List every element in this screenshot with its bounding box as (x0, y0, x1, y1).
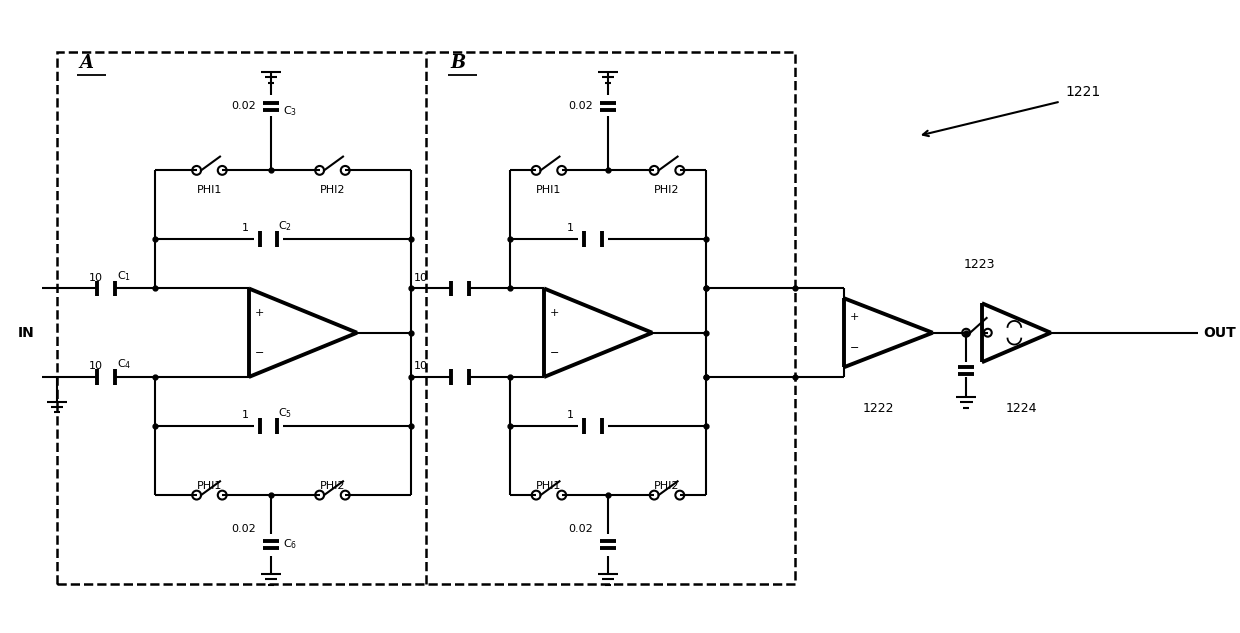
Text: 10: 10 (414, 273, 428, 282)
Text: 0.02: 0.02 (568, 101, 593, 111)
Text: IN: IN (17, 326, 35, 340)
Text: B: B (450, 54, 466, 72)
Text: C$_4$: C$_4$ (117, 357, 131, 371)
Text: 0.02: 0.02 (232, 101, 257, 111)
Text: PHI1: PHI1 (197, 185, 222, 195)
Text: PHI2: PHI2 (320, 185, 345, 195)
Text: +: + (255, 308, 264, 318)
Text: 10: 10 (414, 361, 428, 371)
Text: 10: 10 (89, 273, 103, 282)
Text: −: − (851, 343, 859, 353)
Text: 1221: 1221 (1065, 85, 1101, 99)
Text: C$_3$: C$_3$ (283, 104, 296, 118)
Text: 1: 1 (567, 410, 574, 420)
Text: 1: 1 (242, 410, 249, 420)
Text: C$_1$: C$_1$ (117, 269, 131, 282)
Text: PHI2: PHI2 (320, 481, 345, 491)
Text: C$_6$: C$_6$ (283, 537, 298, 551)
Text: C$_2$: C$_2$ (278, 220, 293, 234)
Text: PHI2: PHI2 (655, 185, 680, 195)
Text: OUT: OUT (1203, 326, 1236, 340)
Text: 1223: 1223 (965, 258, 996, 271)
Text: A: A (79, 54, 93, 72)
Text: −: − (255, 348, 264, 358)
Text: 1224: 1224 (1006, 401, 1037, 415)
Text: +: + (551, 308, 559, 318)
Text: 1222: 1222 (863, 401, 894, 415)
Text: PHI2: PHI2 (655, 481, 680, 491)
Text: 1: 1 (567, 223, 574, 234)
Text: PHI1: PHI1 (536, 481, 562, 491)
Text: 0.02: 0.02 (568, 525, 593, 534)
Text: 10: 10 (89, 361, 103, 371)
Text: C$_5$: C$_5$ (278, 406, 293, 420)
Text: −: − (551, 348, 559, 358)
Text: 1: 1 (242, 223, 249, 234)
Text: PHI1: PHI1 (536, 185, 562, 195)
Text: 0.02: 0.02 (232, 525, 257, 534)
Text: PHI1: PHI1 (197, 481, 222, 491)
Text: +: + (851, 312, 859, 322)
